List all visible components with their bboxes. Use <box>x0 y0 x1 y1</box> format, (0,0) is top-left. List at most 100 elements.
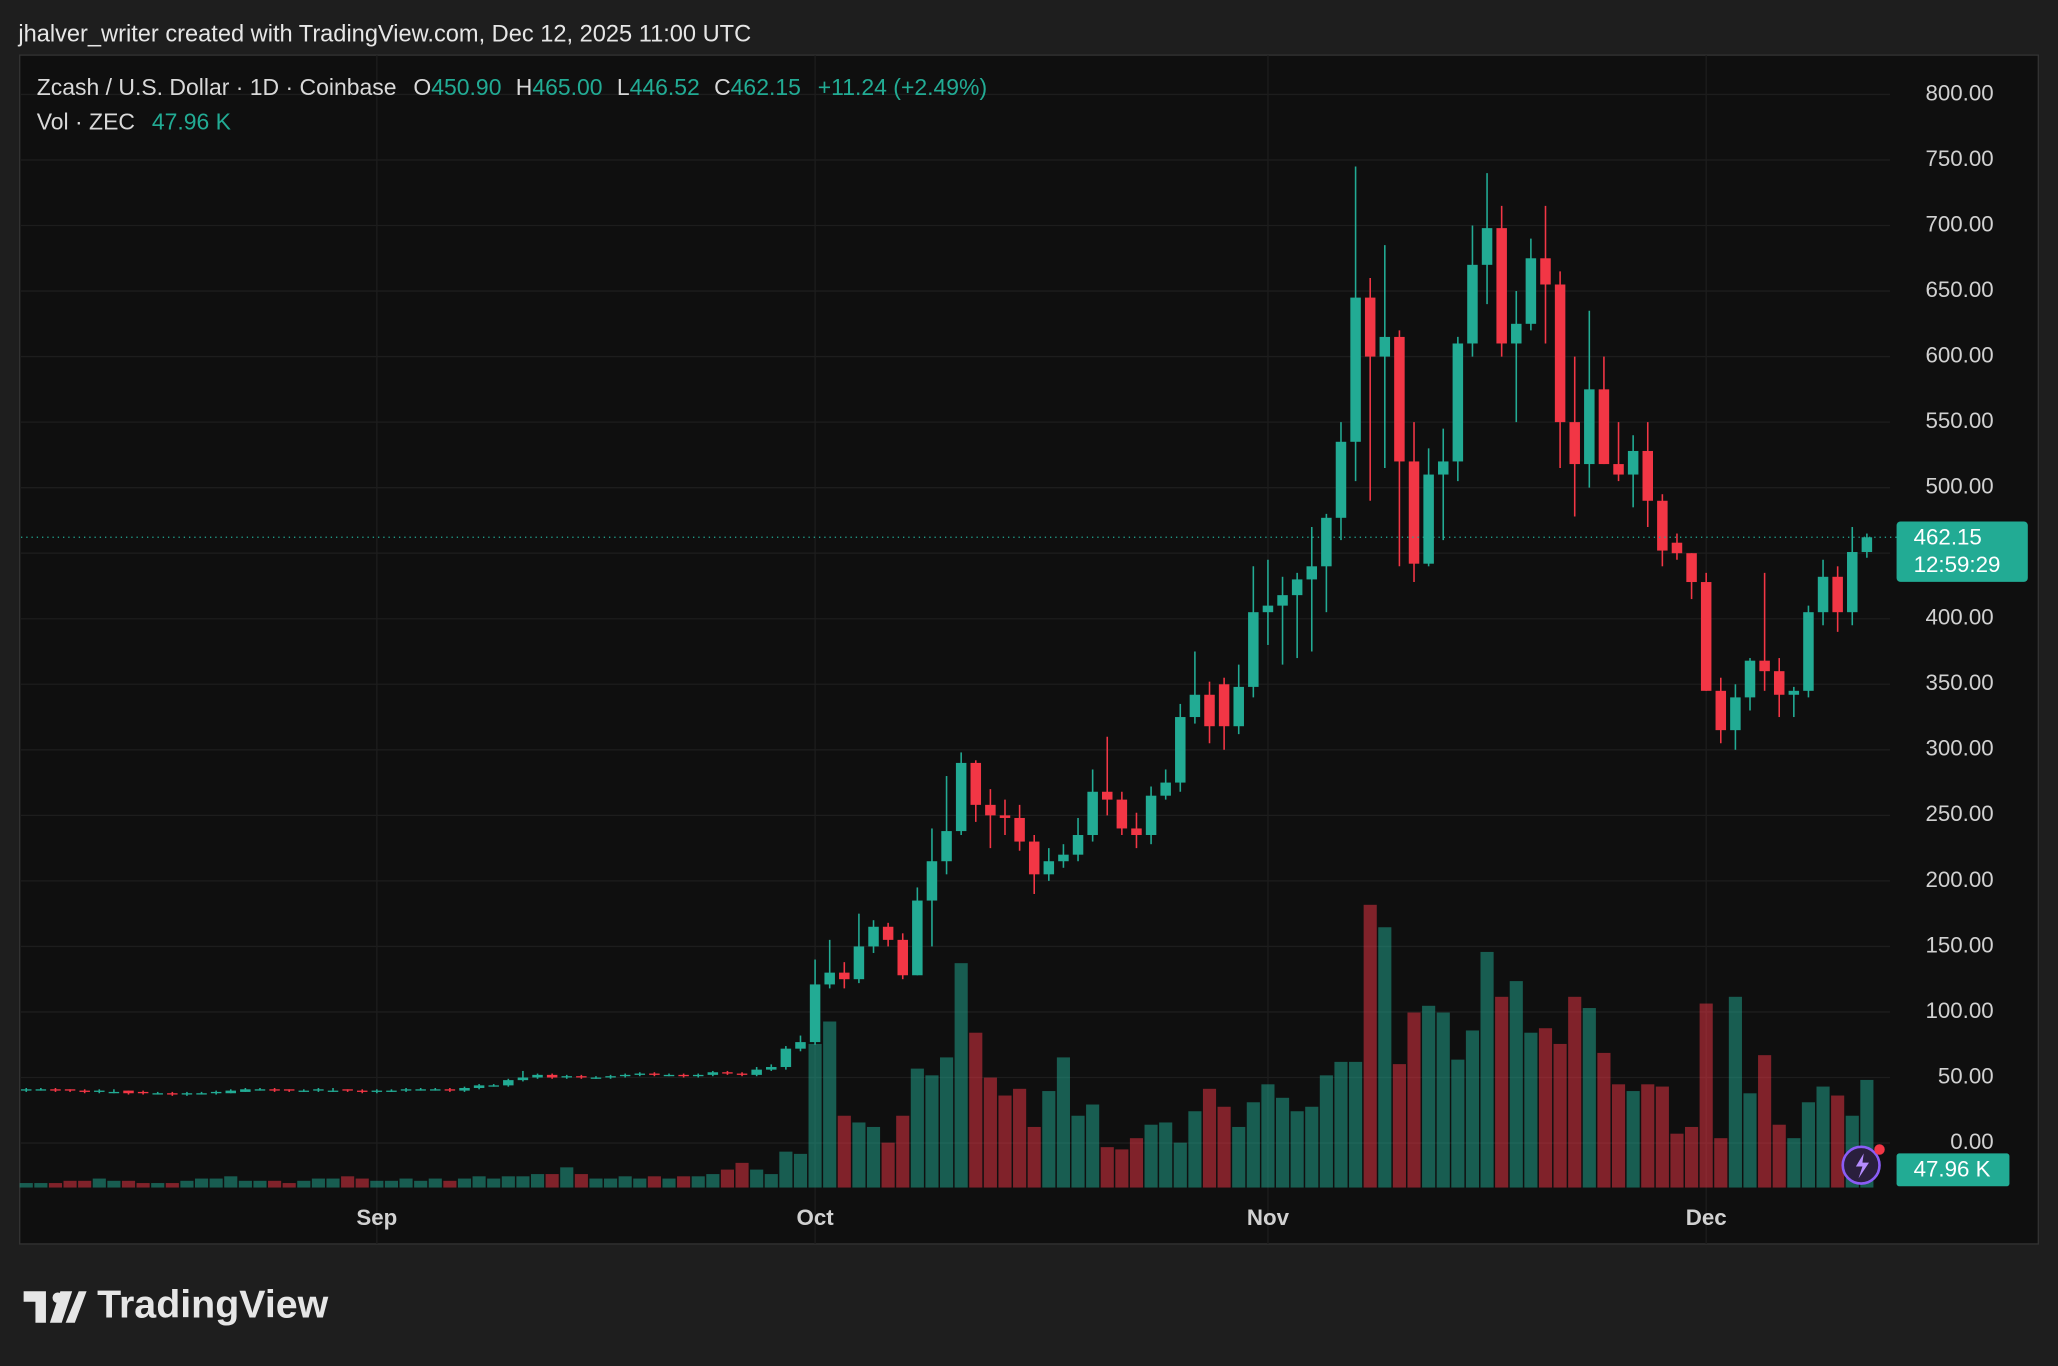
candle-body <box>298 1090 310 1092</box>
volume-bar <box>1641 1084 1655 1188</box>
volume-bar <box>326 1178 340 1188</box>
candle-body <box>1364 297 1376 357</box>
volume-bar <box>487 1178 501 1188</box>
candle-body <box>1291 579 1303 596</box>
candle-body <box>1481 228 1493 265</box>
volume-bar <box>866 1126 881 1188</box>
volume-bar <box>1451 1059 1465 1188</box>
candle-body <box>1554 284 1566 423</box>
y-tick-label: 750.00 <box>1925 146 1993 171</box>
volume-bar <box>1582 1008 1596 1188</box>
volume-bar <box>1801 1102 1816 1188</box>
candle-body <box>1788 690 1800 695</box>
volume-bar <box>896 1115 910 1188</box>
candle-body <box>1160 782 1171 796</box>
volume-bar <box>720 1169 735 1188</box>
candle-body <box>649 1073 660 1075</box>
candle-body <box>79 1090 90 1092</box>
volume-bar <box>1305 1106 1319 1188</box>
volume-bar <box>662 1178 676 1188</box>
volume-bar <box>428 1178 442 1188</box>
last-price-label: 462.15 <box>1914 524 1982 549</box>
assistant-icon[interactable] <box>1841 1144 1885 1185</box>
candle-body <box>1189 694 1201 718</box>
volume-bar <box>194 1178 209 1188</box>
y-tick-label: 100.00 <box>1925 998 1993 1023</box>
candle-body <box>1335 441 1347 518</box>
candle-body <box>371 1090 383 1092</box>
last-price-box <box>1896 521 2028 582</box>
volume-bar <box>1670 1133 1684 1188</box>
candle-body <box>999 815 1011 818</box>
volume-bar <box>1202 1088 1217 1188</box>
candle-body <box>912 900 923 976</box>
volume-bar <box>1553 1043 1567 1188</box>
candle-body <box>167 1093 178 1095</box>
candle-body <box>1321 517 1332 567</box>
candle-body <box>313 1089 324 1091</box>
candle-body <box>181 1093 193 1095</box>
volume-bar <box>48 1183 63 1188</box>
volume-bar <box>779 1151 793 1188</box>
candle-body <box>1715 690 1727 731</box>
y-tick-label: 0.00 <box>1950 1129 1993 1154</box>
candle-body <box>1248 612 1259 687</box>
candle-body <box>1394 336 1405 462</box>
candle-body <box>327 1090 339 1092</box>
candle-body <box>576 1076 587 1078</box>
candle-body <box>269 1089 280 1091</box>
y-tick-label: 550.00 <box>1925 408 1993 433</box>
volume-bar <box>1728 996 1742 1188</box>
volume-bar <box>1509 981 1523 1188</box>
candle-body <box>941 831 952 862</box>
volume-bar <box>1217 1106 1231 1188</box>
candle-body <box>1613 464 1624 475</box>
ohlc-key: L <box>617 74 630 100</box>
candle-body <box>868 926 879 947</box>
candle-body <box>444 1089 456 1091</box>
volume-bar <box>1787 1138 1801 1188</box>
volume-bar <box>1422 1005 1436 1188</box>
candle-body <box>1511 323 1522 344</box>
x-tick-label: Dec <box>1686 1205 1727 1230</box>
volume-bar <box>472 1176 486 1188</box>
candle-body <box>1452 343 1464 462</box>
candle-body <box>1525 258 1537 324</box>
volume-bar <box>633 1178 647 1188</box>
candle-body <box>342 1089 353 1091</box>
candle-body <box>1627 450 1639 475</box>
volume-bar <box>1495 996 1509 1188</box>
candle-body <box>1116 799 1128 829</box>
volume-bar <box>1261 1084 1275 1188</box>
candle-body <box>1496 228 1507 344</box>
volume-bar <box>238 1180 252 1188</box>
volume-bar <box>764 1174 778 1188</box>
volume-bar <box>1290 1111 1304 1188</box>
volume-bar <box>1042 1091 1056 1188</box>
volume-bar <box>282 1183 296 1188</box>
volume-bar <box>1173 1142 1187 1188</box>
candle-body <box>400 1089 412 1091</box>
ohlc-value: 465.00 <box>532 74 602 100</box>
candle-body <box>663 1074 675 1077</box>
candle-body <box>240 1089 251 1092</box>
candle-body <box>152 1093 163 1095</box>
volume-bar <box>1699 1003 1713 1188</box>
candle-body <box>123 1090 134 1094</box>
x-tick-label: Nov <box>1247 1205 1290 1230</box>
candle-body <box>386 1090 397 1092</box>
candle-body <box>1379 336 1391 357</box>
y-tick-label: 350.00 <box>1925 670 1993 695</box>
candle-body <box>1584 389 1595 465</box>
candle-body <box>210 1091 222 1094</box>
candle-body <box>780 1048 792 1068</box>
candle-body <box>809 984 821 1043</box>
candle-body <box>766 1067 777 1070</box>
candle-body <box>1408 461 1420 564</box>
y-tick-label: 400.00 <box>1925 605 1993 630</box>
volume-bar <box>107 1180 121 1188</box>
volume-bar <box>1144 1124 1158 1188</box>
volume-bar <box>297 1180 311 1188</box>
y-tick-label: 300.00 <box>1925 736 1993 761</box>
y-tick-label: 650.00 <box>1925 277 1993 302</box>
